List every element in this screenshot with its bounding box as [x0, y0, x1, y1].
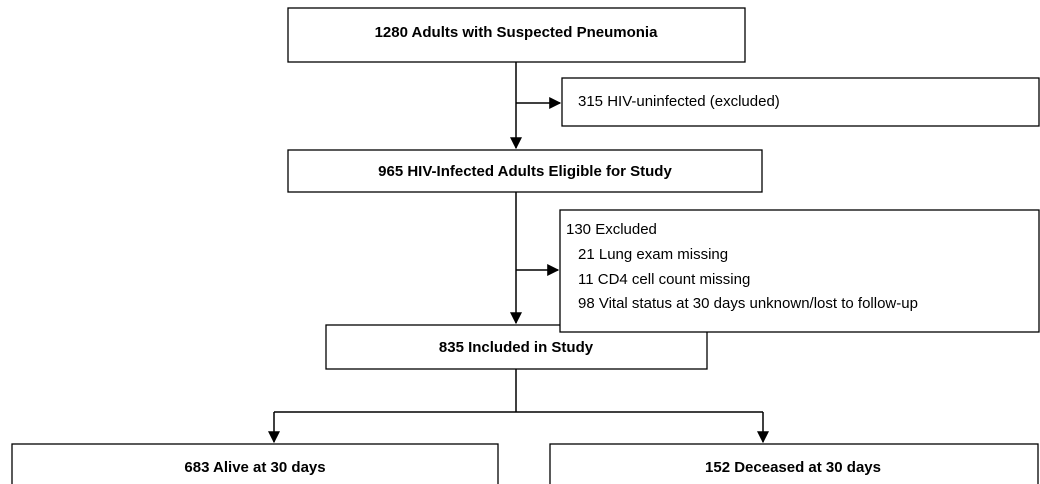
exclusion-text: 315 HIV-uninfected (excluded): [578, 93, 780, 110]
box: [11, 443, 499, 484]
exclusion-text: 21 Lung exam missing: [578, 246, 728, 263]
box-label: 152 Deceased at 30 days: [705, 459, 881, 476]
exclusion-text: 130 Excluded: [566, 221, 657, 238]
box-label: 683 Alive at 30 days: [184, 459, 325, 476]
exclusion-text: 98 Vital status at 30 days unknown/lost …: [578, 295, 918, 312]
box: [287, 149, 763, 193]
exclusion-text: 11 CD4 cell count missing: [578, 271, 750, 288]
exclusion-box: [561, 77, 1040, 127]
box: [549, 443, 1039, 484]
box: [287, 7, 746, 63]
box-label: 1280 Adults with Suspected Pneumonia: [375, 24, 658, 41]
box-label: 835 Included in Study: [439, 339, 594, 356]
box-label: 965 HIV-Infected Adults Eligible for Stu…: [378, 163, 672, 180]
exclusion-box: [559, 209, 1040, 333]
